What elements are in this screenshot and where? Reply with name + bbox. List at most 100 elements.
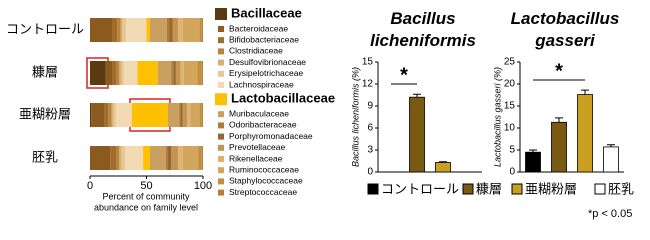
bar-segment	[173, 61, 176, 85]
significance-label: *	[400, 64, 408, 86]
bar-segment	[112, 61, 116, 85]
bar-segment	[115, 61, 120, 85]
bar-segment	[146, 18, 150, 42]
bar-segment	[120, 18, 123, 42]
bar-segment	[167, 146, 172, 170]
y-tick-label: 亜糊粉層	[19, 106, 71, 121]
legend-swatch	[594, 183, 606, 195]
legend-label: Streptococcaceae	[229, 187, 297, 197]
x-tick-label: 100	[194, 180, 212, 192]
x-axis-label: abundance on family level	[94, 202, 198, 212]
bar-segment	[198, 146, 202, 170]
legend-swatch	[218, 156, 224, 162]
legend-swatch	[215, 8, 227, 20]
legend-swatch	[462, 183, 474, 195]
bar-segment	[104, 103, 109, 127]
bar	[551, 121, 567, 173]
bar-segment	[90, 146, 111, 170]
y-tick-label: 25	[504, 57, 516, 68]
bar-segment	[187, 103, 191, 127]
significance-label: *	[555, 60, 563, 82]
x-axis-label: Percent of community	[102, 191, 190, 201]
y-tick-label: 9	[367, 101, 373, 112]
bar-segment	[171, 146, 179, 170]
error-bar	[555, 117, 563, 123]
bar-segment	[201, 103, 203, 127]
legend-swatch	[218, 144, 224, 151]
y-axis-label: Bacillus licheniformis (%)	[350, 67, 360, 167]
bar-segment	[179, 103, 181, 127]
bar-segment	[175, 61, 181, 85]
bar	[577, 94, 593, 173]
legend-swatch	[218, 122, 224, 129]
note: *p < 0.05	[588, 208, 632, 220]
legend-swatch	[367, 183, 379, 195]
bar-segment	[126, 18, 147, 42]
legend-label: 糠層	[476, 181, 502, 196]
y-tick-label: コントロール	[6, 21, 84, 36]
bar-segment	[197, 61, 202, 85]
bar-segment	[172, 18, 179, 42]
bar	[409, 96, 425, 173]
bar-segment	[90, 61, 106, 85]
legend-label: Bifidobacteriaceae	[229, 34, 299, 44]
bar-segment	[111, 103, 114, 127]
y-tick-label: 15	[362, 57, 374, 68]
bar-segment	[90, 103, 92, 127]
bar	[435, 162, 451, 173]
y-tick-label: 15	[504, 101, 516, 112]
bar-segment	[169, 18, 173, 42]
bar-segment	[108, 103, 112, 127]
y-tick-label: 6	[367, 123, 373, 134]
legend-label: Rikenellaceae	[229, 153, 283, 163]
bar-segment	[110, 146, 116, 170]
y-tick-label: 0	[367, 167, 373, 178]
bar-segment	[115, 146, 120, 170]
legend-label: Muribaculaceae	[229, 108, 289, 118]
y-tick-label: 20	[504, 79, 516, 90]
legend-label: Lactobacillaceae	[231, 91, 335, 106]
legend-label: Erysipelotrichaceae	[229, 68, 303, 78]
bar-segment	[157, 61, 172, 85]
bar-segment	[182, 146, 199, 170]
legend-swatch	[218, 59, 224, 66]
legend-label: Porphyromonadaceae	[229, 131, 313, 141]
bar-segment	[178, 146, 183, 170]
bar-segment	[182, 18, 200, 42]
bar-segment	[201, 18, 203, 42]
y-tick-label: 10	[504, 123, 516, 134]
bar-segment	[166, 18, 170, 42]
legend-swatch	[218, 111, 224, 118]
bar-segment	[125, 146, 144, 170]
y-axis-label: Lactobacillus gasseri (%)	[492, 67, 502, 167]
y-tick-label: 3	[367, 145, 373, 156]
legend-swatch	[215, 93, 227, 106]
bar-segment	[199, 18, 202, 42]
legend-swatch	[218, 48, 224, 55]
legend-label: Staphylococcaceae	[229, 176, 303, 186]
legend-swatch	[218, 37, 224, 44]
bar-segment	[180, 61, 184, 85]
bar-segment	[143, 146, 150, 170]
bar-segment	[115, 103, 132, 127]
y-tick-label: 胚乳	[32, 149, 58, 164]
legend-swatch	[218, 70, 224, 77]
error-bar	[529, 149, 537, 153]
y-tick-label: 糠層	[32, 64, 58, 79]
bar-segment	[165, 146, 168, 170]
legend-label: Clostridiaceae	[229, 46, 283, 56]
bar-segment	[90, 18, 113, 42]
legend-swatch	[218, 133, 224, 140]
bar-segment	[201, 61, 203, 85]
legend-label: コントロール	[381, 181, 459, 196]
chart-title: Lactobacillus gasseri	[511, 9, 620, 50]
bar-segment	[167, 103, 180, 127]
bar-segment	[149, 146, 166, 170]
bar-segment	[201, 146, 203, 170]
legend-swatch	[218, 167, 224, 174]
legend-label: Ruminococcaceae	[229, 164, 299, 174]
legend-label: Desulfovibrionaceae	[229, 57, 306, 67]
error-bar	[439, 161, 447, 163]
bar-segment	[171, 61, 174, 85]
y-tick-label: 12	[362, 79, 374, 90]
